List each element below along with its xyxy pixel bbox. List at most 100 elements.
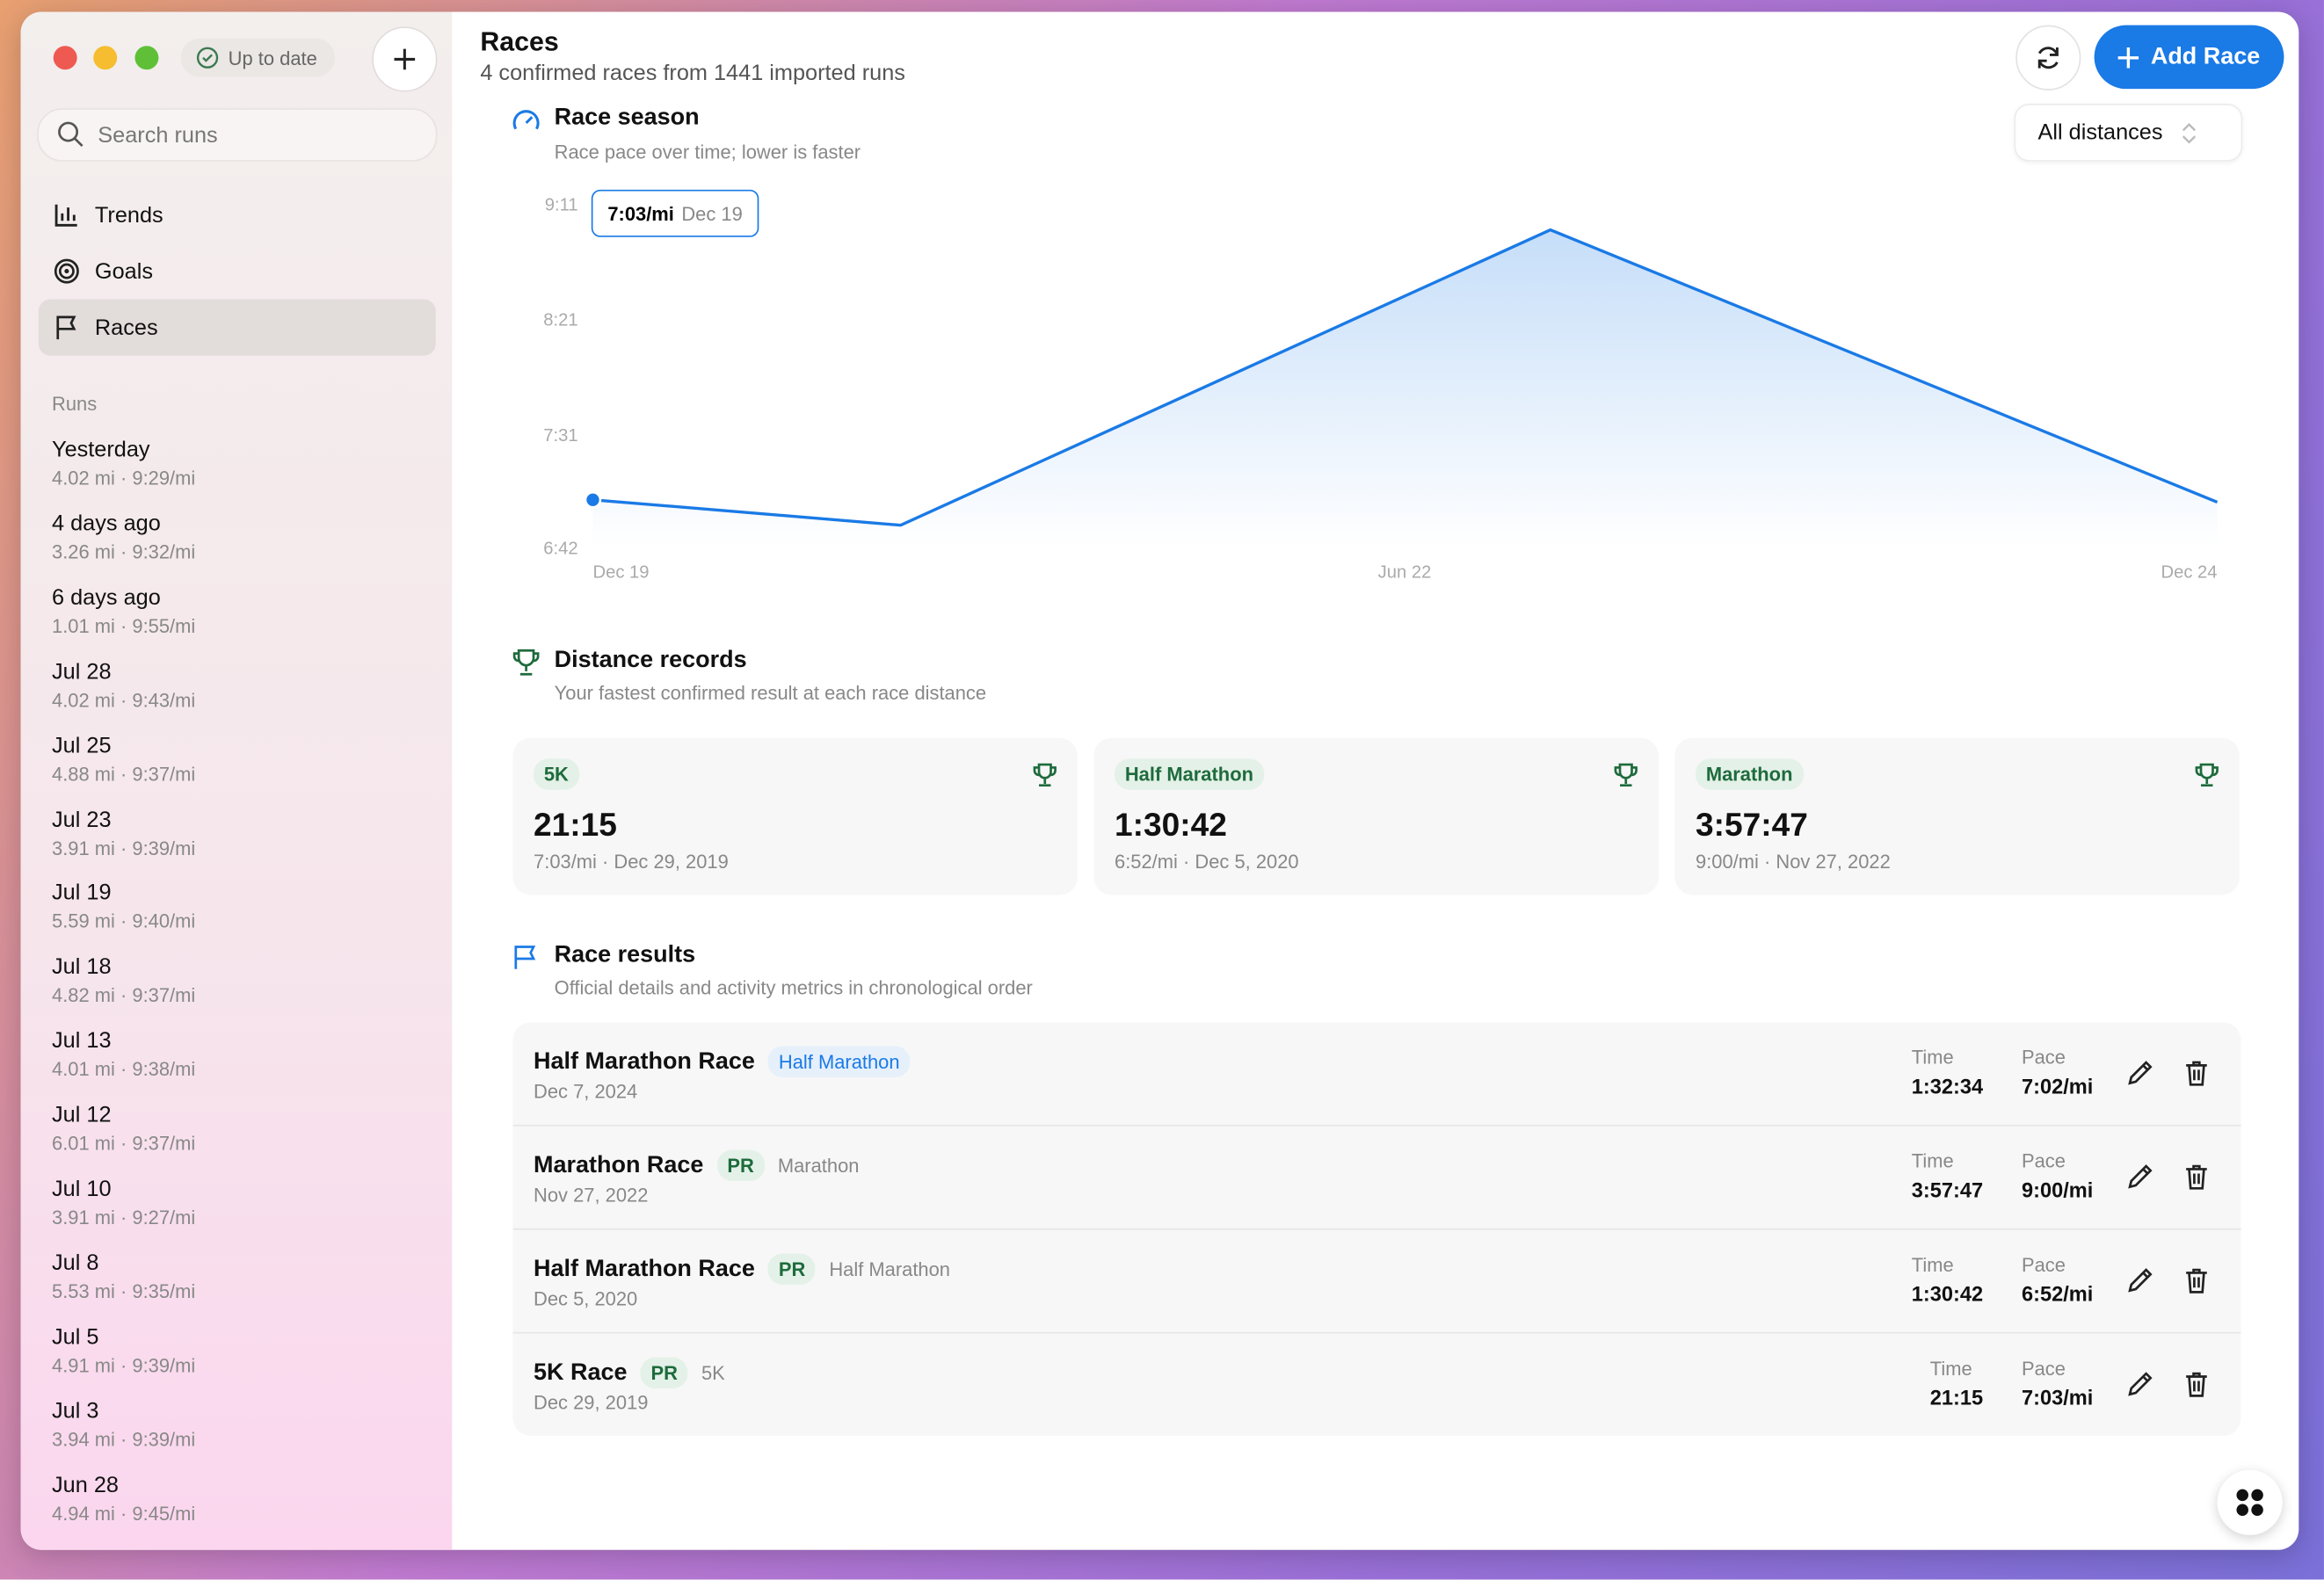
nav-label: Races xyxy=(94,315,158,340)
sidebar: Up to date Search runs Trends Goals Race… xyxy=(20,11,453,1550)
delete-button[interactable] xyxy=(2182,1162,2211,1192)
run-item[interactable]: Jul 13 4.01 mi · 9:38/mi xyxy=(52,1029,195,1081)
run-item[interactable]: Jul 12 6.01 mi · 9:37/mi xyxy=(52,1103,195,1155)
status-text: Up to date xyxy=(228,47,317,69)
record-time: 3:57:47 xyxy=(1696,806,1808,844)
run-date: Jul 28 xyxy=(52,658,112,685)
run-item[interactable]: Jul 10 3.91 mi · 9:27/mi xyxy=(52,1177,195,1228)
record-detail: 6:52/mi · Dec 5, 2020 xyxy=(1115,850,1299,873)
run-detail: 6.01 mi · 9:37/mi xyxy=(52,1132,196,1155)
nav-item[interactable]: Goals xyxy=(39,243,436,300)
minimize-button[interactable] xyxy=(93,46,118,70)
race-row[interactable]: Marathon Race PR Marathon Nov 27, 2022 Tim… xyxy=(512,1126,2241,1230)
run-item[interactable]: Jul 18 4.82 mi · 9:37/mi xyxy=(52,954,195,1006)
sync-status: Up to date xyxy=(180,38,336,77)
delete-button[interactable] xyxy=(2182,1265,2211,1295)
section-subtitle: Official details and activity metrics in… xyxy=(554,976,1033,999)
close-button[interactable] xyxy=(53,46,77,70)
run-detail: 4.01 mi · 9:38/mi xyxy=(52,1058,196,1081)
run-date: Jul 3 xyxy=(52,1398,99,1424)
run-date: 6 days ago xyxy=(52,584,161,611)
run-item[interactable]: Jul 19 5.59 mi · 9:40/mi xyxy=(52,881,195,932)
run-detail: 1.01 mi · 9:55/mi xyxy=(52,614,196,637)
run-item[interactable]: Jul 28 4.02 mi · 9:43/mi xyxy=(52,659,195,711)
y-tick-label: 7:31 xyxy=(543,426,577,446)
race-row[interactable]: Half Marathon Race PR Half Marathon Dec 5,… xyxy=(512,1229,2241,1334)
delete-button[interactable] xyxy=(2182,1369,2211,1399)
run-date: 4 days ago xyxy=(52,511,161,537)
record-detail: 9:00/mi · Nov 27, 2022 xyxy=(1696,850,1891,873)
record-card: 5K 21:15 7:03/mi · Dec 29, 2019 xyxy=(512,737,1078,895)
section-title: Distance records xyxy=(554,647,747,673)
distance-text: 5K xyxy=(701,1361,725,1384)
flag-icon xyxy=(514,946,536,969)
new-button[interactable] xyxy=(372,26,438,92)
distance-tag: 5K xyxy=(534,758,579,790)
app-window: Up to date Search runs Trends Goals Race… xyxy=(20,11,2299,1550)
distance-filter[interactable]: All distances xyxy=(2014,104,2243,162)
record-time: 21:15 xyxy=(534,806,617,844)
trophy-icon xyxy=(1033,763,1057,787)
pr-badge: PR xyxy=(716,1149,765,1181)
race-time: 21:15 xyxy=(1929,1385,1984,1410)
run-item[interactable]: Jun 28 4.94 mi · 9:45/mi xyxy=(52,1472,195,1524)
zoom-button[interactable] xyxy=(134,46,159,70)
run-item[interactable]: Jul 8 5.53 mi · 9:35/mi xyxy=(52,1250,195,1302)
trophy-icon xyxy=(512,649,540,676)
run-item[interactable]: 4 days ago 3.26 mi · 9:32/mi xyxy=(52,511,195,563)
nav-item[interactable]: Trends xyxy=(39,186,436,243)
race-name: Half Marathon Race xyxy=(534,1047,755,1074)
tooltip-pace: 7:03/mi xyxy=(607,202,674,225)
race-time: 3:57:47 xyxy=(1911,1178,1984,1202)
run-item[interactable]: Jul 25 4.88 mi · 9:37/mi xyxy=(52,733,195,785)
record-detail: 7:03/mi · Dec 29, 2019 xyxy=(534,850,729,873)
nav-item-selected[interactable]: Races xyxy=(38,299,436,356)
delete-button[interactable] xyxy=(2182,1058,2211,1088)
distance-text: Marathon xyxy=(777,1154,860,1177)
time-label: Time xyxy=(1929,1357,1972,1380)
search-placeholder: Search runs xyxy=(98,122,218,148)
time-label: Time xyxy=(1911,1253,1954,1276)
assistant-button[interactable] xyxy=(2217,1469,2283,1535)
race-row[interactable]: Half Marathon Race Half Marathon Dec 7, 2… xyxy=(512,1022,2241,1127)
y-tick-label: 8:21 xyxy=(543,311,577,330)
tooltip-date: Dec 19 xyxy=(681,202,743,225)
add-race-button[interactable]: Add Race xyxy=(2094,25,2284,90)
section-heading: Runs xyxy=(52,392,98,416)
time-label: Time xyxy=(1911,1046,1954,1069)
run-detail: 3.26 mi · 9:32/mi xyxy=(52,540,196,563)
section-title: Race season xyxy=(554,105,700,131)
refresh-button[interactable] xyxy=(2015,25,2081,91)
record-card: Half Marathon 1:30:42 6:52/mi · Dec 5, 2… xyxy=(1093,737,1659,895)
line xyxy=(592,228,2219,527)
run-item[interactable]: Yesterday 4.02 mi · 9:29/mi xyxy=(52,437,195,489)
race-pace: 7:02/mi xyxy=(2021,1074,2094,1098)
run-detail: 4.02 mi · 9:29/mi xyxy=(52,467,196,489)
pace-label: Pace xyxy=(2021,1253,2066,1276)
edit-button[interactable] xyxy=(2125,1265,2155,1295)
run-item[interactable]: Jul 5 4.91 mi · 9:39/mi xyxy=(52,1324,195,1376)
run-item[interactable]: Jul 23 3.91 mi · 9:39/mi xyxy=(52,807,195,859)
run-detail: 5.53 mi · 9:35/mi xyxy=(52,1279,196,1302)
race-date: Dec 5, 2020 xyxy=(534,1287,638,1310)
edit-button[interactable] xyxy=(2125,1058,2155,1088)
race-row[interactable]: 5K Race PR 5K Dec 29, 2019 Time 21:15 Pace 7… xyxy=(512,1333,2241,1436)
pace-label: Pace xyxy=(2021,1357,2066,1380)
record-time: 1:30:42 xyxy=(1115,806,1227,844)
search-field[interactable]: Search runs xyxy=(37,108,438,162)
distance-badge: Half Marathon xyxy=(768,1046,911,1077)
run-detail: 3.91 mi · 9:39/mi xyxy=(52,836,196,859)
run-item[interactable]: 6 days ago 1.01 mi · 9:55/mi xyxy=(52,585,195,637)
edit-button[interactable] xyxy=(2125,1369,2155,1399)
run-date: Jul 19 xyxy=(52,881,112,906)
nav-label: Goals xyxy=(94,258,153,284)
edit-button[interactable] xyxy=(2125,1162,2155,1192)
race-pace: 7:03/mi xyxy=(2021,1385,2094,1410)
run-item[interactable]: Jul 3 3.94 mi · 9:39/mi xyxy=(52,1398,195,1450)
race-time: 1:30:42 xyxy=(1911,1281,1984,1306)
pr-badge: PR xyxy=(640,1357,688,1388)
section-subtitle: Race pace over time; lower is faster xyxy=(554,141,861,163)
trophy-icon xyxy=(1614,763,1638,787)
run-detail: 4.02 mi · 9:43/mi xyxy=(52,688,196,711)
